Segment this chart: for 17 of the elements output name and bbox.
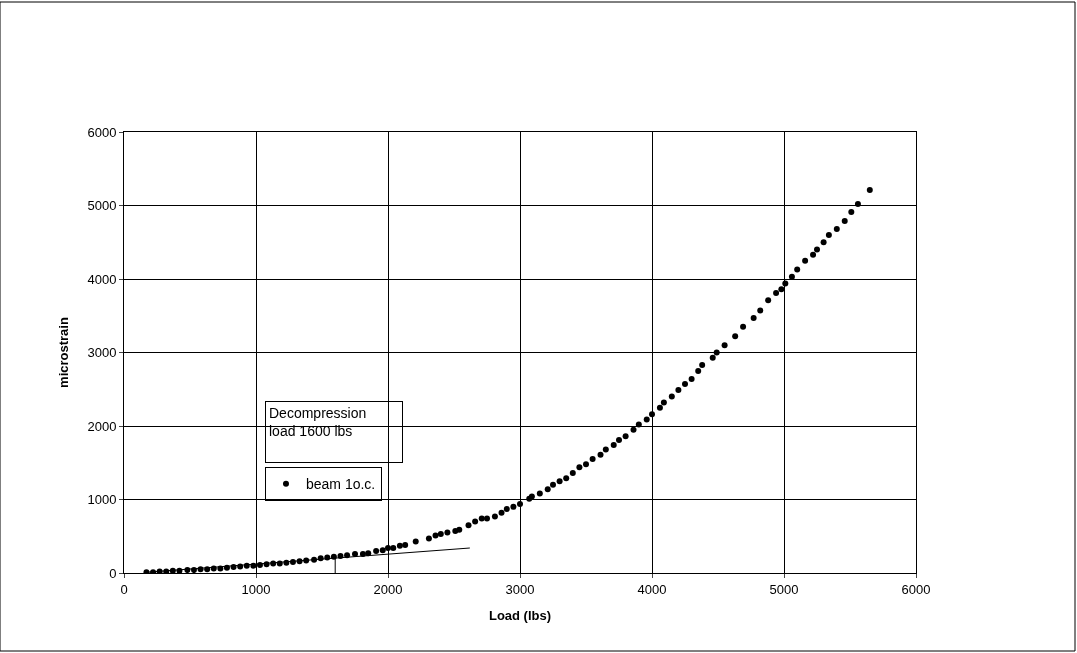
y-tick-label: 0: [109, 565, 117, 581]
y-tick-label: 1000: [87, 492, 117, 508]
y-tick-label: 4000: [87, 271, 117, 287]
x-tick-label: 4000: [637, 581, 667, 597]
x-tick-label: 3000: [505, 581, 535, 597]
x-tick-label: 1000: [241, 581, 271, 597]
y-tick-label: 5000: [87, 198, 117, 214]
y-tick-label: 3000: [87, 345, 117, 361]
x-tick-label: 6000: [901, 581, 931, 597]
x-axis-title: Load (lbs): [488, 608, 552, 624]
legend-label: beam 1o.c.: [305, 476, 376, 493]
y-tick-label: 2000: [87, 418, 117, 434]
y-tick-label: 6000: [87, 124, 117, 140]
x-tick-label: 2000: [373, 581, 403, 597]
x-tick-label: 0: [120, 581, 128, 597]
x-tick-label: 5000: [769, 581, 799, 597]
y-axis-title: microstrain: [56, 317, 72, 388]
